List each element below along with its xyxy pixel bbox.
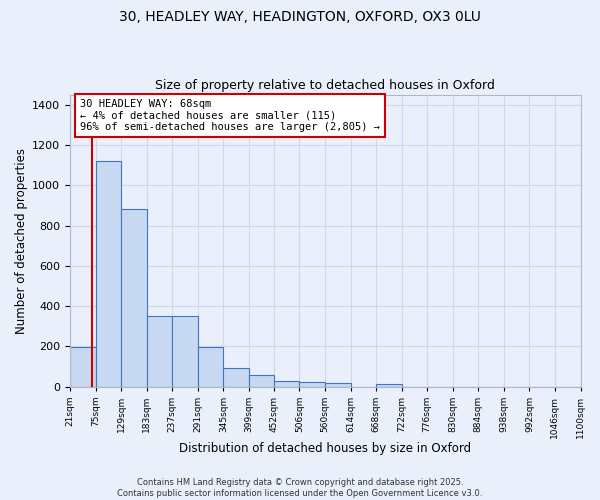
Text: 30, HEADLEY WAY, HEADINGTON, OXFORD, OX3 0LU: 30, HEADLEY WAY, HEADINGTON, OXFORD, OX3…	[119, 10, 481, 24]
Text: 30 HEADLEY WAY: 68sqm
← 4% of detached houses are smaller (115)
96% of semi-deta: 30 HEADLEY WAY: 68sqm ← 4% of detached h…	[80, 99, 380, 132]
Bar	[70, 348, 95, 387]
Title: Size of property relative to detached houses in Oxford: Size of property relative to detached ho…	[155, 79, 495, 92]
Bar	[95, 161, 121, 386]
Bar	[198, 348, 223, 387]
Bar	[223, 368, 249, 386]
Bar	[274, 381, 299, 386]
Bar	[376, 384, 401, 386]
Bar	[249, 375, 274, 386]
Bar	[146, 316, 172, 386]
Text: Contains HM Land Registry data © Crown copyright and database right 2025.
Contai: Contains HM Land Registry data © Crown c…	[118, 478, 482, 498]
Bar	[121, 210, 146, 386]
Bar	[172, 316, 198, 386]
Bar	[299, 382, 325, 386]
X-axis label: Distribution of detached houses by size in Oxford: Distribution of detached houses by size …	[179, 442, 472, 455]
Bar	[325, 384, 350, 386]
Y-axis label: Number of detached properties: Number of detached properties	[15, 148, 28, 334]
